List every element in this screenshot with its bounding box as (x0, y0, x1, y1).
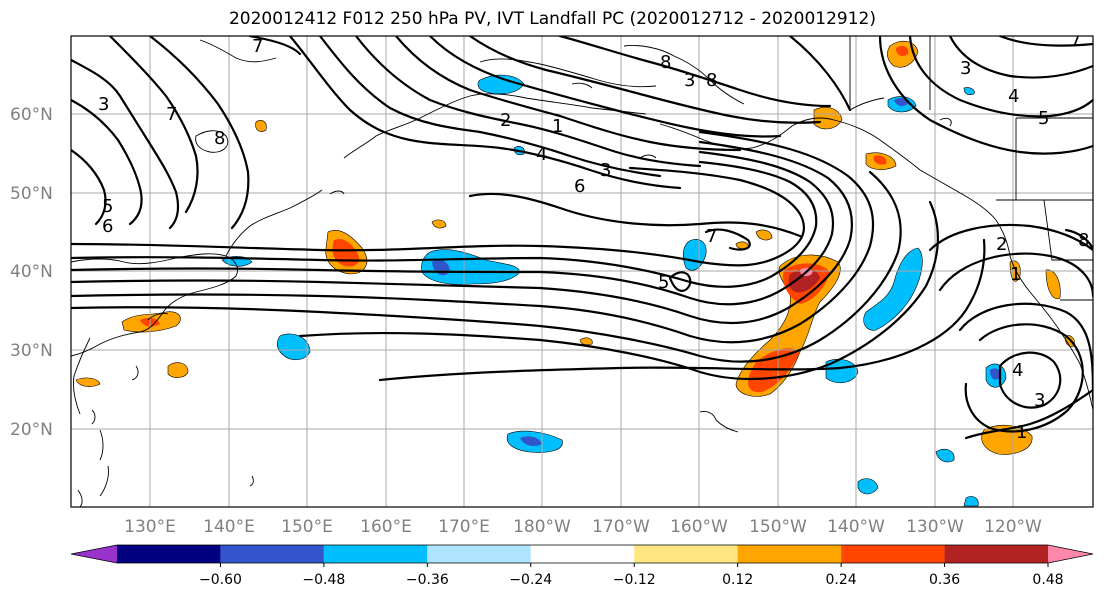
colorbar-tick-label: 0.24 (826, 572, 857, 588)
contour-label: 3 (684, 70, 695, 91)
colorbar-cell (323, 545, 428, 563)
colorbar-cell (117, 545, 221, 563)
lon-label: 120°W (984, 517, 1042, 537)
colorbar-cell (737, 545, 842, 563)
contour-label: 8 (706, 70, 717, 91)
colorbar-tick-label: −0.48 (302, 572, 345, 588)
contour-label: 2 (500, 110, 511, 131)
contour-labels: 7 3 7 8 5 6 2 1 4 3 6 8 8 3 7 5 4 3 5 7 … (98, 30, 1089, 443)
contour-label: 8 (660, 52, 671, 73)
contour-label: 1 (1010, 264, 1021, 285)
positive-anomaly-gulf2-core (873, 155, 887, 165)
colorbar-cell (841, 545, 945, 563)
latitude-labels: 60°N 50°N 40°N 30°N 20°N (10, 105, 53, 440)
contour-label: 7 (252, 36, 263, 57)
contour-label: 6 (574, 176, 585, 197)
colorbar-cell (944, 545, 1048, 563)
lon-label: 150°W (749, 517, 807, 537)
positive-anomaly-gulf (813, 107, 843, 130)
negative-anomaly-small-s3 (963, 496, 979, 507)
contour-label: 3 (1034, 390, 1045, 411)
negative-anomaly-small-s (857, 478, 879, 495)
contour-label: 7 (706, 226, 717, 247)
colorbar-cell (634, 545, 738, 563)
positive-anomaly-small2 (75, 377, 101, 387)
positive-anomaly-nv (1045, 269, 1061, 300)
colorbar-tick-label: 0.36 (929, 572, 960, 588)
colorbar-cells (70, 544, 1094, 564)
lon-label: 180°W (513, 517, 571, 537)
pv-contours (71, 36, 1093, 440)
negative-anomaly-135w (863, 247, 923, 331)
colorbar-cell (220, 545, 324, 563)
lat-label: 30°N (10, 341, 53, 361)
colorbar-cell (427, 545, 531, 563)
colorbar-tick-label: −0.60 (199, 572, 242, 588)
contour-label: 4 (1008, 86, 1019, 107)
lat-label: 40°N (10, 262, 53, 282)
positive-anomaly-small1 (167, 362, 189, 378)
positive-anomaly-tiny2 (431, 219, 447, 229)
colorbar: −0.60 −0.48 −0.36 −0.24 −0.12 0.12 0.24 0.36 0.4… (70, 544, 1094, 588)
colorbar-outline (70, 544, 1094, 564)
longitude-labels: 130°E 140°E 150°E 160°E 170°E 180°W 170°… (124, 517, 1042, 537)
contour-label: 2 (996, 234, 1007, 255)
positive-anomaly-center-small (755, 229, 773, 241)
contour-label: 1 (1016, 422, 1027, 443)
negative-anomaly-sea (477, 74, 525, 95)
positive-anomaly-baja (981, 424, 1033, 455)
lon-label: 140°W (827, 517, 885, 537)
negative-anomaly-cutoff-core (990, 368, 1001, 380)
colorbar-extend-max (1048, 545, 1093, 563)
lon-label: 170°E (438, 517, 490, 537)
lon-label: 130°W (906, 517, 964, 537)
positive-anomaly-ak-top-core (896, 46, 909, 56)
lat-label: 50°N (10, 184, 53, 204)
negative-anomaly-small-s2 (935, 448, 955, 463)
negative-anomaly-ak-core (894, 97, 908, 107)
contour-label: 3 (960, 58, 971, 79)
colorbar-tick-label: −0.36 (406, 572, 449, 588)
lon-label: 130°E (124, 517, 176, 537)
map-title: 2020012412 F012 250 hPa PV, IVT Landfall… (228, 9, 876, 29)
contour-label: 4 (1012, 360, 1023, 381)
positive-anomaly-small3 (255, 120, 267, 132)
positive-anomaly-main-core2 (788, 269, 820, 293)
contour-label: 5 (102, 196, 113, 217)
contour-label: 6 (102, 216, 113, 237)
lat-label: 20°N (10, 420, 53, 440)
contour-label: 7 (1070, 30, 1081, 51)
negative-anomaly-20n-core (520, 436, 542, 446)
lat-label: 60°N (10, 105, 53, 125)
colorbar-ticks: −0.60 −0.48 −0.36 −0.24 −0.12 0.12 0.24 0.36 0.4… (199, 563, 1064, 588)
contour-label: 5 (1038, 108, 1049, 129)
contour-label: 3 (600, 160, 611, 181)
lon-label: 150°E (281, 517, 333, 537)
coastlines (71, 36, 1093, 507)
contour-label: 8 (1078, 230, 1089, 251)
contour-label: 3 (98, 94, 109, 115)
map-frame (70, 35, 1094, 508)
lon-label: 170°W (592, 517, 650, 537)
lon-label: 160°W (670, 517, 728, 537)
colorbar-cell (530, 545, 635, 563)
lon-label: 140°E (203, 517, 255, 537)
negative-anomaly-tiny2 (963, 87, 975, 96)
contour-label: 1 (552, 116, 563, 137)
lon-label: 160°E (360, 517, 412, 537)
contour-label: 5 (658, 272, 669, 293)
colorbar-tick-label: −0.24 (509, 572, 552, 588)
colorbar-tick-label: −0.12 (613, 572, 656, 588)
colorbar-tick-label: 0.48 (1032, 572, 1063, 588)
positive-anomaly-tiny1 (579, 337, 593, 346)
colorbar-extend-min (71, 545, 117, 563)
contour-label: 4 (536, 144, 547, 165)
contour-label: 8 (214, 128, 225, 149)
contour-label: 7 (166, 104, 177, 125)
colorbar-tick-label: 0.12 (722, 572, 753, 588)
